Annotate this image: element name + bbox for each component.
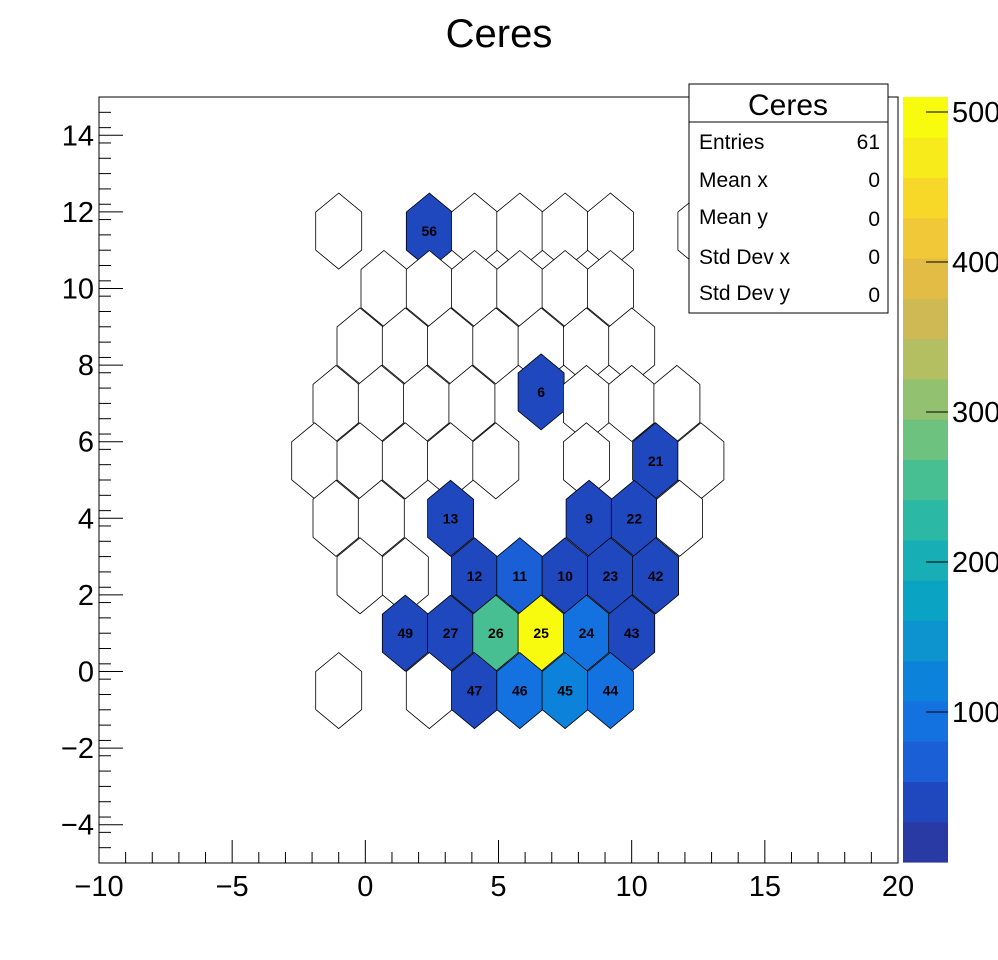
y-tick-label: 2: [78, 580, 94, 612]
palette-band: [903, 660, 948, 702]
hexagon-label: 12: [467, 568, 483, 584]
color-palette: 100 200 300 400 500: [903, 97, 998, 863]
stats-value-mean-y: 0: [868, 208, 880, 231]
hexagon-label: 56: [421, 223, 437, 239]
palette-band: [903, 781, 948, 823]
y-tick-label: 10: [62, 274, 94, 306]
hexagon-label: 25: [533, 625, 549, 641]
x-tick-label: 15: [749, 871, 781, 903]
x-tick-label: −10: [74, 871, 123, 903]
palette-band: [903, 338, 948, 380]
hexagon-label: 26: [488, 625, 504, 641]
stats-value-mean-x: 0: [868, 169, 880, 192]
x-tick-label: 0: [357, 871, 373, 903]
palette-band: [903, 419, 948, 460]
hexagon-label: 24: [579, 625, 595, 641]
hexagon-label: 49: [397, 625, 413, 641]
hexagon-label: 9: [585, 510, 593, 526]
palette-band: [903, 821, 948, 863]
palette-band: [903, 499, 948, 541]
stats-label-mean-x: Mean x: [699, 169, 768, 192]
stats-label-stddev-y: Std Dev y: [699, 282, 791, 305]
palette-band: [903, 97, 948, 138]
y-tick-label: −4: [61, 810, 94, 842]
palette-band: [903, 459, 948, 501]
palette-band: [903, 620, 948, 662]
palette-band: [903, 580, 948, 622]
stats-box: Ceres Entries 61 Mean x 0 Mean y 0 Std D…: [688, 83, 889, 314]
stats-title: Ceres: [748, 89, 828, 122]
stats-value-stddev-x: 0: [868, 246, 880, 269]
hexagon-bin-37: [427, 479, 475, 557]
palette-band: [903, 700, 948, 742]
hexagon-label: 23: [603, 568, 619, 584]
hexagon-bin-23: [517, 353, 565, 431]
palette-band: [903, 177, 948, 219]
hexagon-bin-59: [587, 652, 634, 730]
hexagon-label: 10: [557, 568, 573, 584]
y-tick-label: 12: [62, 197, 94, 229]
hexagon-label: 46: [512, 683, 528, 699]
palette-tick-label: 500: [952, 97, 998, 129]
stats-label-stddev-x: Std Dev x: [699, 246, 791, 269]
palette-band: [903, 298, 948, 340]
y-tick-label: 14: [62, 120, 94, 152]
y-tick-label: 6: [78, 427, 94, 459]
y-tick-label: 0: [78, 657, 94, 689]
hexagon-label: 47: [467, 683, 483, 699]
hexagon-label: 13: [443, 510, 459, 526]
hexagon-bin-0: [315, 192, 363, 270]
y-tick-label: 4: [78, 503, 94, 535]
palette-band: [903, 137, 948, 179]
hexagon-label: 6: [537, 384, 545, 400]
x-tick-label: −5: [216, 871, 249, 903]
y-tick-label: −2: [61, 733, 94, 765]
stats-value-stddev-y: 0: [868, 284, 880, 307]
palette-tick-label: 200: [952, 547, 998, 579]
stats-label-entries: Entries: [699, 131, 764, 154]
palette-band: [903, 217, 948, 259]
x-tick-label: 10: [616, 871, 648, 903]
hexagon-label: 44: [603, 683, 619, 699]
palette-band: [903, 741, 948, 783]
hexagon-bin-54: [315, 652, 363, 730]
hexagon-bin-31: [472, 422, 520, 500]
palette-tick-label: 300: [952, 397, 998, 429]
hexagon-label: 22: [627, 510, 643, 526]
chart-title: Ceres: [446, 12, 553, 56]
x-tick-label: 20: [882, 871, 914, 903]
hexagon-bin-40: [656, 479, 703, 557]
palette-band: [903, 378, 948, 420]
hexagon-label: 42: [648, 568, 664, 584]
x-tick-label: 5: [490, 871, 506, 903]
hexagon-label: 11: [512, 568, 527, 584]
stats-value-entries: 61: [857, 131, 880, 154]
palette-band: [903, 258, 948, 299]
palette-tick-label: 400: [952, 247, 998, 279]
palette-band: [903, 539, 948, 581]
hexagon-layer: 56 6 21 13 9 22 12 11 10 23 42 49 27 26 25 24 43 47 46 45 44: [291, 192, 725, 730]
hexagon-bin-47: [632, 537, 679, 615]
y-tick-label: 8: [78, 350, 94, 382]
hexagon-label: 43: [624, 625, 640, 641]
hexagon-label: 45: [557, 683, 573, 699]
stats-label-mean-y: Mean y: [699, 206, 768, 229]
hexagon-label: 21: [648, 453, 664, 469]
palette-tick-label: 100: [952, 697, 998, 729]
hexagon-label: 27: [443, 625, 459, 641]
